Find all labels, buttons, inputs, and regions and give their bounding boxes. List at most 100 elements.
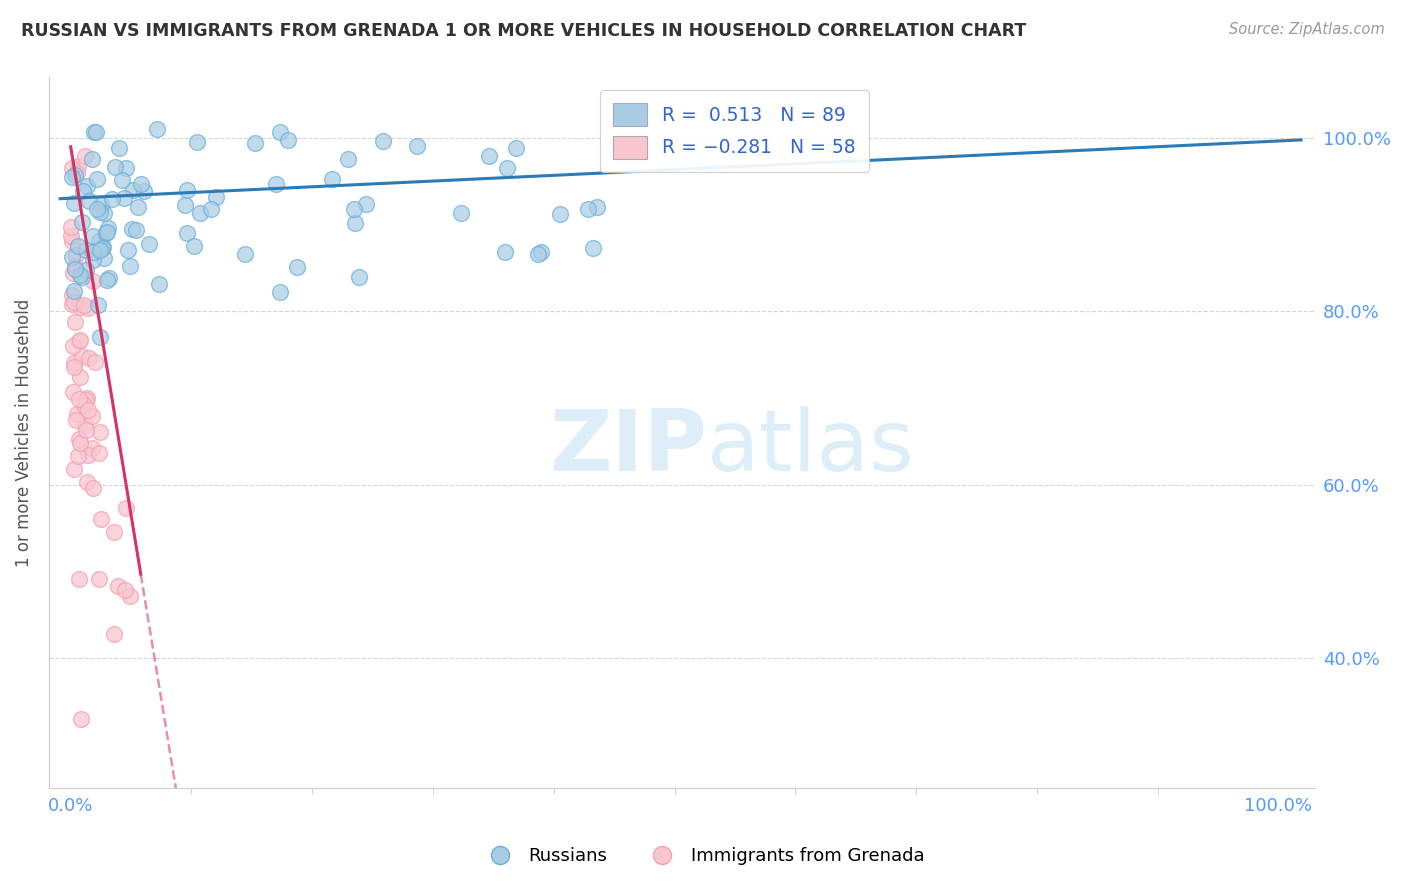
Point [349,269,371,284]
Point [96,225,118,239]
Point [243,136,266,151]
Point [90,197,112,211]
Point [67,449,90,463]
Point [93,206,115,220]
Point [60,297,83,311]
Point [188,206,211,220]
Point [63,461,86,475]
Point [176,183,198,197]
Point [86,202,108,216]
Point [83,355,105,369]
Point [65,262,87,277]
Point [60,219,83,234]
Point [321,172,343,186]
Point [75,243,97,257]
Point [89,243,111,257]
Point [66,239,89,253]
Point [90,511,112,525]
Legend: R =  0.513   N = 89, R = −0.281   N = 58: R = 0.513 N = 89, R = −0.281 N = 58 [600,90,869,172]
Point [76,178,98,193]
Point [66,159,89,173]
Point [204,189,226,203]
Point [530,245,553,260]
Point [145,122,167,136]
Point [186,135,208,149]
Point [89,425,111,439]
Point [586,200,609,214]
Point [72,184,94,198]
Point [406,139,429,153]
Point [89,205,111,219]
Legend: Russians, Immigrants from Grenada: Russians, Immigrants from Grenada [475,840,931,872]
Text: RUSSIAN VS IMMIGRANTS FROM GRENADA 1 OR MORE VEHICLES IN HOUSEHOLD CORRELATION C: RUSSIAN VS IMMIGRANTS FROM GRENADA 1 OR … [21,22,1026,40]
Point [60,161,83,176]
Point [69,369,91,384]
Point [285,260,308,274]
Point [548,207,571,221]
Point [75,423,97,437]
Point [98,271,121,285]
Point [82,409,104,423]
Point [62,385,84,400]
Point [450,206,472,220]
Point [89,330,111,344]
Point [117,243,139,257]
Point [82,245,104,260]
Point [496,161,519,175]
Point [132,184,155,198]
Point [148,277,170,291]
Point [75,263,97,277]
Point [76,475,98,489]
Point [174,198,197,212]
Point [63,168,86,182]
Point [80,152,103,166]
Point [494,244,516,259]
Point [108,141,131,155]
Point [69,268,91,282]
Point [67,432,90,446]
Point [69,300,91,314]
Point [86,298,108,312]
Point [112,191,135,205]
Point [505,141,527,155]
Point [127,200,149,214]
Point [176,227,198,241]
Point [233,247,256,261]
Point [75,149,97,163]
Point [77,448,100,462]
Point [70,215,93,229]
Text: atlas: atlas [707,406,915,489]
Point [114,161,136,175]
Point [69,333,91,347]
Point [121,222,143,236]
Point [87,234,110,248]
Point [65,248,87,262]
Point [87,572,110,586]
Point [86,171,108,186]
Point [121,183,143,197]
Point [73,417,96,432]
Point [77,194,100,208]
Point [82,481,104,495]
Point [343,202,366,217]
Point [60,228,83,243]
Point [73,398,96,412]
Point [91,240,114,254]
Point [70,349,93,363]
Point [60,170,83,185]
Point [73,298,96,312]
Point [120,260,142,274]
Point [63,360,86,375]
Point [62,266,84,280]
Point [83,125,105,139]
Point [72,269,94,284]
Point [343,216,366,230]
Point [97,220,120,235]
Point [66,407,89,421]
Point [87,446,110,460]
Point [76,301,98,315]
Point [138,236,160,251]
Point [120,589,142,603]
Point [104,160,127,174]
Point [60,250,83,264]
